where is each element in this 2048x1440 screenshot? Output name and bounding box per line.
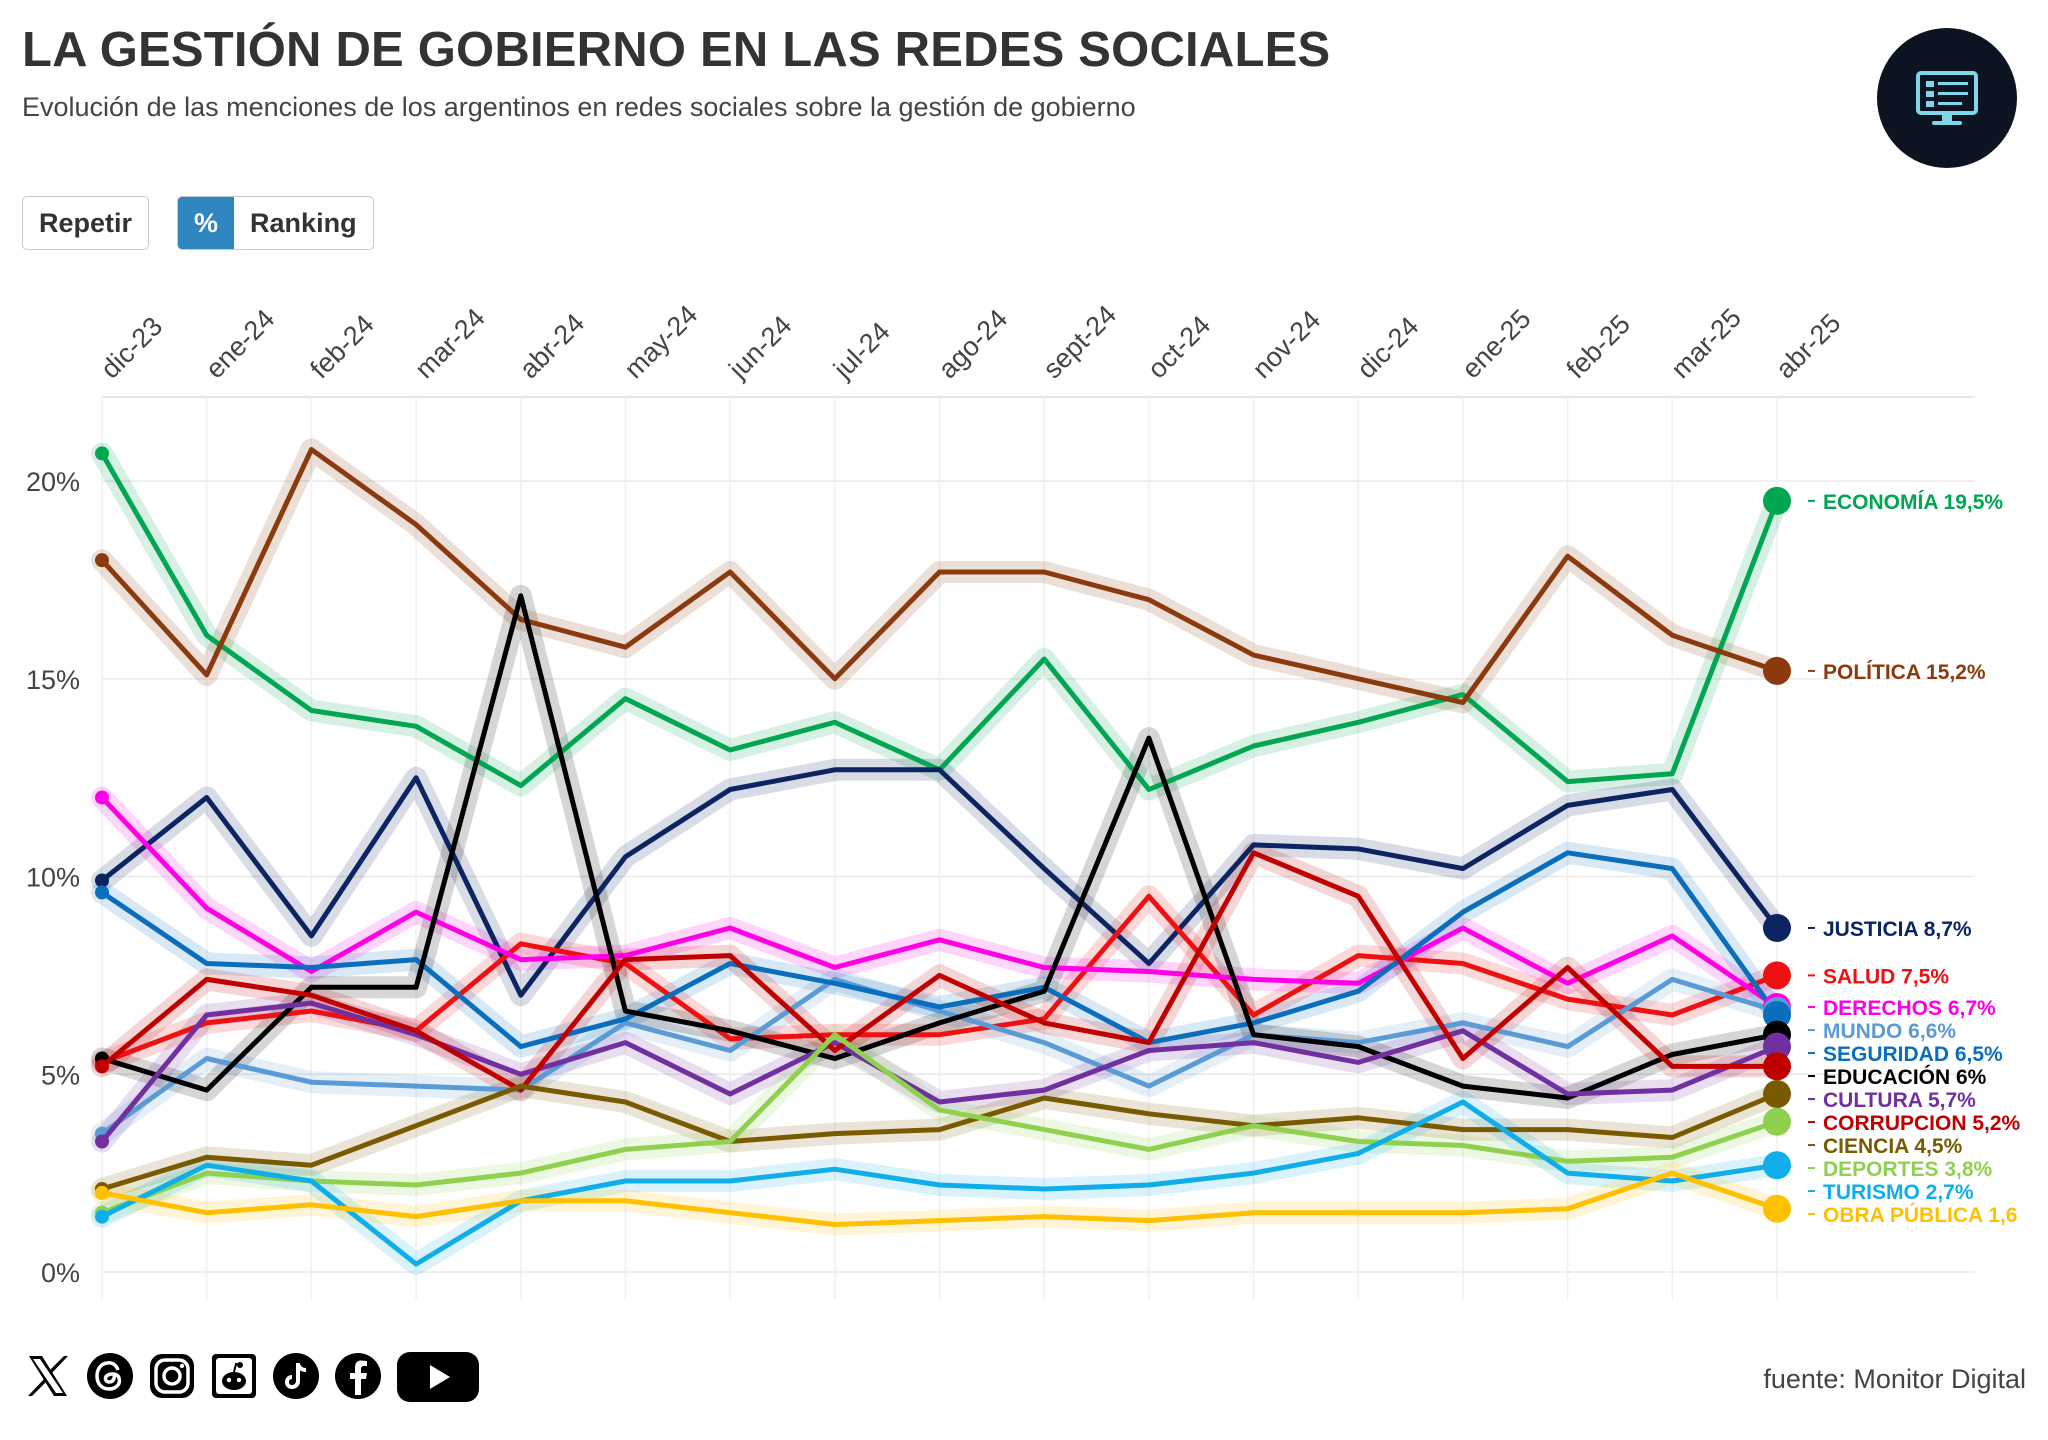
series-end-point-economía[interactable] <box>1763 486 1791 515</box>
monitor-icon <box>1916 71 1978 125</box>
series-end-point-obra-pública[interactable] <box>1763 1194 1791 1223</box>
series-end-point-seguridad[interactable] <box>1763 1000 1791 1029</box>
x-tick-label: nov-24 <box>1247 305 1327 385</box>
series-end-point-turismo[interactable] <box>1763 1151 1791 1180</box>
x-tick-label: dic-24 <box>1351 311 1424 384</box>
series-end-label-ciencia: CIENCIA 4,5% <box>1823 1135 1963 1158</box>
series-end-point-ciencia[interactable] <box>1763 1080 1791 1109</box>
x-tick-label: abr-24 <box>514 308 590 384</box>
series-end-label-mundo: MUNDO 6,6% <box>1823 1020 1956 1043</box>
series-start-point-economía <box>95 446 109 461</box>
series-line-política[interactable] <box>99 447 1780 705</box>
series-end-point-cultura[interactable] <box>1763 1032 1791 1061</box>
x-tick-label: ago-24 <box>933 304 1014 385</box>
x-tick-label: feb-25 <box>1561 309 1636 384</box>
x-tick-label: mar-25 <box>1665 303 1747 385</box>
series-line-corrupcion[interactable] <box>99 850 1780 1093</box>
x-tick-label: dic-23 <box>95 311 168 384</box>
threads-icon[interactable] <box>84 1350 136 1402</box>
youtube-icon[interactable] <box>394 1350 482 1402</box>
x-tick-label: sept-24 <box>1037 299 1122 384</box>
series-line-obra-pública[interactable] <box>99 1170 1780 1227</box>
x-icon[interactable] <box>22 1350 74 1402</box>
series-start-point-corrupcion <box>95 1059 109 1074</box>
series-line-cultura[interactable] <box>99 1000 1780 1144</box>
x-tick-label: mar-24 <box>409 303 491 385</box>
series-line-seguridad[interactable] <box>99 850 1780 1050</box>
series-end-label-economía: ECONOMÍA 19,5% <box>1823 491 2003 514</box>
y-tick-label: 20% <box>26 467 80 497</box>
line-chart: 0% 5% 10% 15% 20% dic-23 ene-24 feb-24 mar-24 abr… <box>26 299 2021 1300</box>
brand-logo <box>1877 28 2017 168</box>
series-end-label-deportes: DEPORTES 3,8% <box>1823 1158 1993 1181</box>
series-end-label-derechos: DERECHOS 6,7% <box>1823 997 1996 1020</box>
facebook-icon[interactable] <box>332 1350 384 1402</box>
series-end-label-cultura: CULTURA 5,7% <box>1823 1089 1976 1112</box>
social-links <box>22 1350 482 1402</box>
series-lines <box>95 446 1780 1267</box>
series-end-point-salud[interactable] <box>1763 961 1791 990</box>
series-end-label-educación: EDUCACIÓN 6% <box>1823 1065 1987 1089</box>
view-toggle: % Ranking <box>177 196 374 250</box>
y-tick-label: 0% <box>41 1258 80 1288</box>
ranking-toggle[interactable]: Ranking <box>250 207 357 238</box>
percent-toggle[interactable]: % <box>178 197 235 249</box>
series-line-justicia[interactable] <box>99 767 1780 998</box>
x-tick-label: feb-24 <box>304 309 379 384</box>
series-end-point-política[interactable] <box>1763 656 1791 685</box>
series-start-point-seguridad <box>95 885 109 900</box>
x-tick-label: abr-25 <box>1770 308 1846 384</box>
series-end-label-seguridad: SEGURIDAD 6,5% <box>1823 1043 2003 1066</box>
series-end-point-deportes[interactable] <box>1763 1107 1791 1136</box>
series-start-point-cultura <box>95 1134 109 1149</box>
series-end-point-justicia[interactable] <box>1763 913 1791 942</box>
reddit-icon[interactable] <box>208 1350 260 1402</box>
series-line-educación[interactable] <box>99 593 1780 1101</box>
series-end-label-política: POLÍTICA 15,2% <box>1823 661 1986 684</box>
series-start-point-derechos <box>95 790 109 805</box>
series-end-label-turismo: TURISMO 2,7% <box>1823 1181 1974 1204</box>
x-tick-label: oct-24 <box>1142 310 1216 384</box>
end-labels: ECONOMÍA 19,5% POLÍTICA 15,2% JUSTICIA 8,7… <box>1763 486 2021 1227</box>
page-title: LA GESTIÓN DE GOBIERNO EN LAS REDES SOCI… <box>22 23 1331 77</box>
y-tick-label: 10% <box>26 863 80 893</box>
source-note: fuente: Monitor Digital <box>1763 1364 2026 1394</box>
instagram-icon[interactable] <box>146 1350 198 1402</box>
chart-controls: Repetir % Ranking <box>22 196 374 250</box>
tiktok-icon[interactable] <box>270 1350 322 1402</box>
series-start-point-política <box>95 553 109 568</box>
series-start-point-turismo <box>95 1209 109 1224</box>
series-line-turismo[interactable] <box>99 1099 1780 1267</box>
replay-button[interactable]: Repetir <box>22 196 150 250</box>
x-tick-label: ene-25 <box>1456 304 1537 385</box>
series-line-derechos[interactable] <box>99 795 1780 1010</box>
series-end-label-salud: SALUD 7,5% <box>1823 965 1949 988</box>
x-tick-label: jul-24 <box>827 316 896 385</box>
series-end-label-corrupcion: CORRUPCION 5,2% <box>1823 1112 2021 1135</box>
series-start-point-obra-pública <box>95 1185 109 1200</box>
series-start-point-justicia <box>95 873 109 888</box>
series-end-label-obra-pública: OBRA PÚBLICA 1,6 <box>1823 1203 2017 1227</box>
y-tick-label: 5% <box>41 1060 80 1090</box>
series-end-label-justicia: JUSTICIA 8,7% <box>1823 918 1972 941</box>
series-line-deportes[interactable] <box>99 1032 1780 1216</box>
x-tick-label: jun-24 <box>722 310 797 385</box>
series-end-point-corrupcion[interactable] <box>1763 1052 1791 1081</box>
series-line-ciencia[interactable] <box>99 1083 1780 1192</box>
x-tick-label: ene-24 <box>200 304 281 385</box>
y-tick-label: 15% <box>26 665 80 695</box>
x-tick-label: may-24 <box>618 299 703 384</box>
page-subtitle: Evolución de las menciones de los argent… <box>22 92 1136 122</box>
